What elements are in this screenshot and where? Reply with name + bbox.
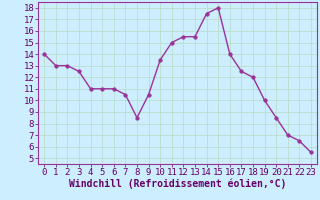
X-axis label: Windchill (Refroidissement éolien,°C): Windchill (Refroidissement éolien,°C): [69, 179, 286, 189]
